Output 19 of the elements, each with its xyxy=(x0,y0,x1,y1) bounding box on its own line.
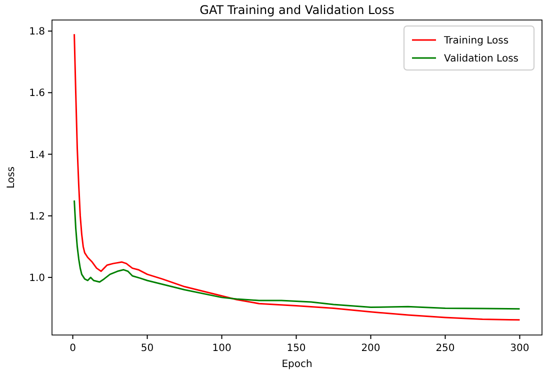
y-tick-label: 1.2 xyxy=(29,211,45,222)
x-tick-label: 200 xyxy=(361,343,380,354)
y-tick-label: 1.4 xyxy=(29,150,45,161)
y-tick-label: 1.8 xyxy=(29,26,45,38)
x-axis-title: Epoch xyxy=(282,359,312,370)
chart-title: GAT Training and Validation Loss xyxy=(200,3,394,17)
x-tick-label: 50 xyxy=(140,343,154,354)
x-tick-label: 250 xyxy=(436,343,455,354)
y-tick-label: 1.0 xyxy=(29,272,45,284)
x-tick-label: 150 xyxy=(286,343,306,354)
x-tick-label: 100 xyxy=(212,343,232,354)
legend-label: Training Loss xyxy=(443,36,509,46)
line-series xyxy=(74,33,520,321)
line-series xyxy=(74,200,520,310)
y-axis-title: Loss xyxy=(6,166,17,188)
x-tick-label: 0 xyxy=(70,343,76,354)
legend-label: Validation Loss xyxy=(444,54,518,64)
x-tick-label: 300 xyxy=(510,343,530,354)
y-tick-label: 1.6 xyxy=(29,88,45,100)
